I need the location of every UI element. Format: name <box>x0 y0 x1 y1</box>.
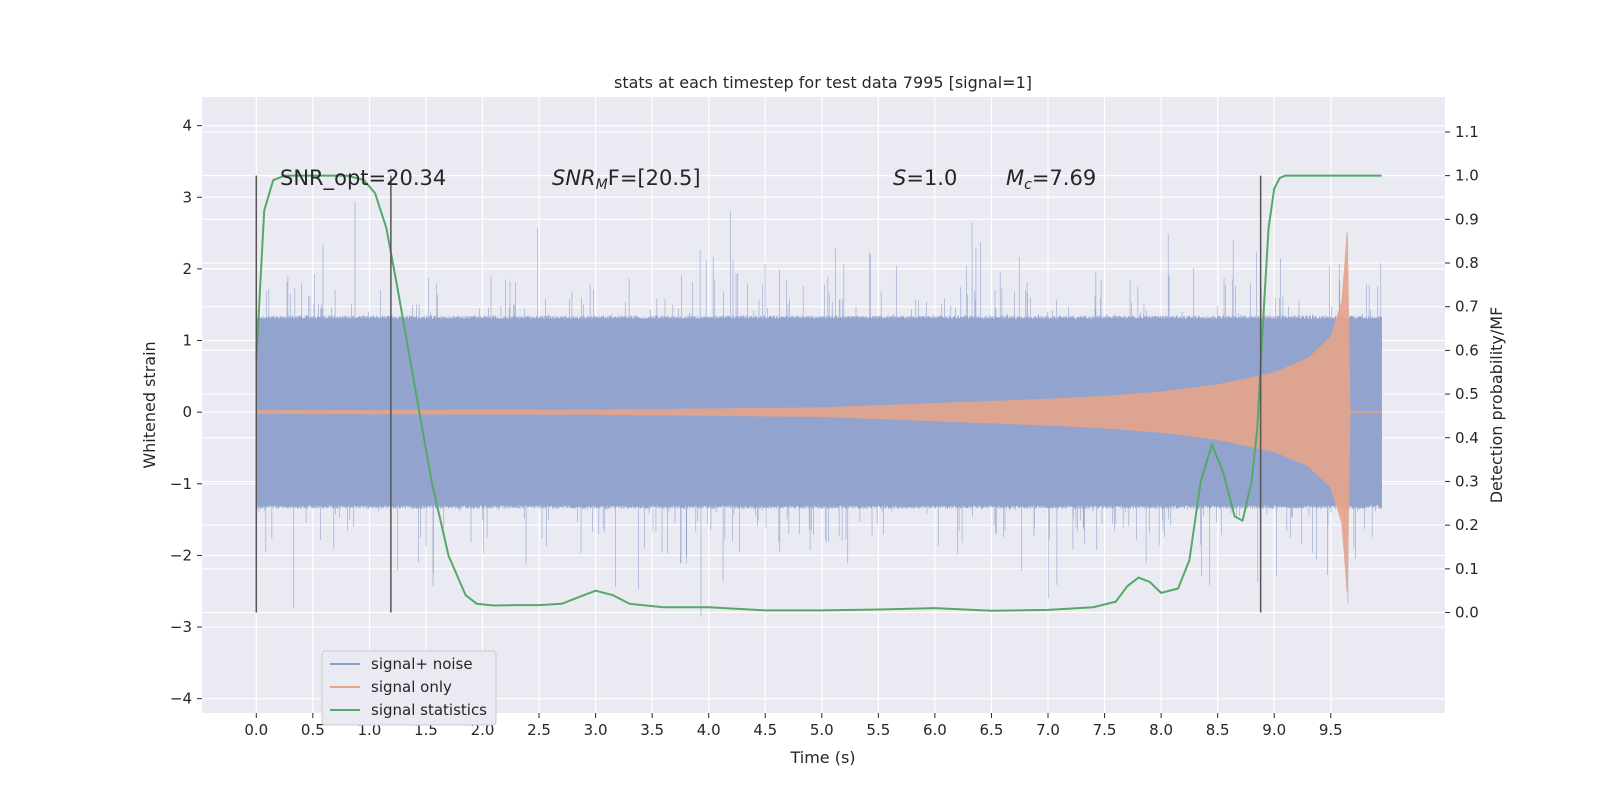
series-signal-only <box>255 232 1382 593</box>
annotation-mc-value: =7.69 <box>1032 166 1096 190</box>
annotation-snr-opt: SNR_opt=20.34 <box>280 166 446 191</box>
annotation-snr-mf-subscript: M <box>596 177 608 193</box>
y2-tick-label-8: 0.3 <box>1455 472 1479 490</box>
y-tick-label-7: −3 <box>170 618 192 636</box>
series-signal-statistics <box>255 174 1382 612</box>
y2-tick-label-5: 0.6 <box>1455 341 1479 359</box>
vertical-markers <box>255 175 1262 613</box>
signal-statistics-line <box>255 174 1382 612</box>
x-tick-label-12: 6.0 <box>923 721 947 739</box>
x-tick-label-15: 7.5 <box>1093 721 1117 739</box>
y2-tick-label-6: 0.5 <box>1455 385 1479 403</box>
legend-box <box>321 650 497 726</box>
y-axis-label: Whitened strain <box>140 341 159 468</box>
x-tick-label-9: 4.5 <box>753 721 777 739</box>
legend-label-signal-plus-noise: signal+ noise <box>371 655 473 673</box>
x-tick-label-11: 5.5 <box>866 721 890 739</box>
chart-title: stats at each timestep for test data 799… <box>614 73 1032 92</box>
x-axis-label: Time (s) <box>789 748 855 767</box>
x-tick-label-18: 9.0 <box>1262 721 1286 739</box>
annotations: SNR_opt=20.34 SNRMF=[20.5] S=1.0 Mc=7.69 <box>280 166 1096 193</box>
y2-tick-label-10: 0.1 <box>1455 560 1479 578</box>
annotation-mc: Mc=7.69 <box>1006 166 1096 193</box>
y2-axis-label: Detection probability/MF <box>1487 307 1506 504</box>
y2-tick-label-9: 0.2 <box>1455 516 1479 534</box>
y-tick-label-6: −2 <box>170 546 192 564</box>
y2-tick-label-7: 0.4 <box>1455 429 1479 447</box>
y-tick-label-2: 2 <box>182 260 192 278</box>
legend: signal+ noise signal only signal statist… <box>321 650 497 726</box>
x-tick-label-5: 2.5 <box>527 721 551 739</box>
x-tick-label-0: 0.0 <box>244 721 268 739</box>
y2-tick-label-2: 0.9 <box>1455 210 1479 228</box>
annotation-snr-mf: SNRMF=[20.5] <box>552 166 701 193</box>
legend-label-signal-only: signal only <box>371 678 452 696</box>
y-tick-label-5: −1 <box>170 475 192 493</box>
x-tick-label-13: 6.5 <box>980 721 1004 739</box>
y-tick-label-3: 1 <box>182 332 192 350</box>
x-tick-label-19: 9.5 <box>1319 721 1343 739</box>
y2-tick-label-11: 0.0 <box>1455 604 1479 622</box>
legend-label-signal-statistics: signal statistics <box>371 701 487 719</box>
y2-tick-label-1: 1.0 <box>1455 167 1479 185</box>
y2-tick-label-3: 0.8 <box>1455 254 1479 272</box>
x-tick-label-16: 8.0 <box>1149 721 1173 739</box>
y-tick-label-1: 3 <box>182 188 192 206</box>
y-tick-label-0: 4 <box>182 117 192 135</box>
x-tick-label-10: 5.0 <box>810 721 834 739</box>
annotation-snr-mf-symbol: SNR <box>552 166 596 190</box>
annotation-s-symbol: S <box>893 166 906 190</box>
annotation-mc-symbol: M <box>1006 166 1024 190</box>
annotation-snr-mf-value: F=[20.5] <box>608 166 701 190</box>
x-tick-label-17: 8.5 <box>1206 721 1230 739</box>
y2-tick-label-0: 1.1 <box>1455 123 1479 141</box>
annotation-s: S=1.0 <box>893 166 957 190</box>
y-tick-label-8: −4 <box>170 690 192 708</box>
signal-only-envelope <box>255 232 1351 593</box>
annotation-mc-subscript: c <box>1024 177 1032 193</box>
x-tick-label-1: 0.5 <box>301 721 325 739</box>
y-tick-label-4: 0 <box>182 403 192 421</box>
y2-tick-label-4: 0.7 <box>1455 298 1479 316</box>
annotation-s-value: =1.0 <box>906 166 957 190</box>
x-tick-label-7: 3.5 <box>640 721 664 739</box>
y-axis-ticks: 4 3 2 1 0 −1 −2 −3 −4 <box>170 117 202 708</box>
y2-axis-ticks: 1.1 1.0 0.9 0.8 0.7 0.6 0.5 0.4 0.3 0.2 0.1 0.0 <box>1445 123 1479 622</box>
x-tick-label-6: 3.0 <box>584 721 608 739</box>
x-tick-label-8: 4.0 <box>697 721 721 739</box>
x-tick-label-14: 7.0 <box>1036 721 1060 739</box>
